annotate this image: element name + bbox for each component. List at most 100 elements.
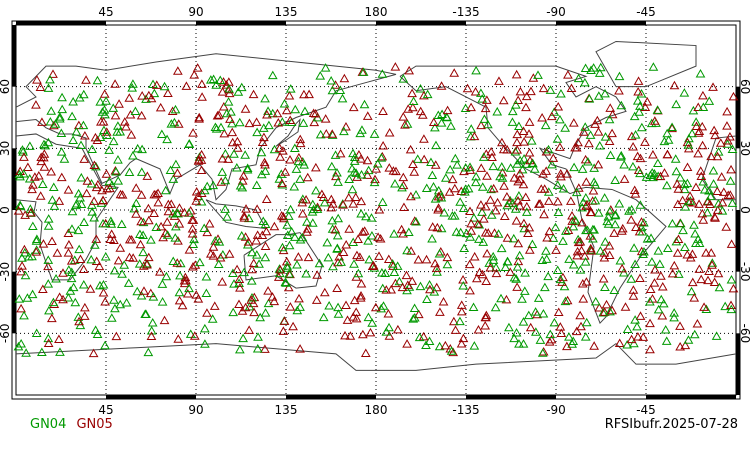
gn04-marker [315, 129, 326, 139]
gn04-marker [295, 302, 305, 311]
gn05-marker [696, 171, 707, 181]
gn04-marker [194, 257, 205, 267]
gn05-marker [279, 316, 290, 325]
gn04-marker [242, 163, 253, 173]
gn04-marker [44, 305, 54, 315]
gn05-marker [481, 276, 492, 286]
gn04-marker [302, 217, 312, 226]
gn05-marker [146, 331, 157, 340]
gn05-marker [480, 103, 491, 113]
gn04-marker [256, 147, 267, 157]
gn05-marker [262, 110, 272, 119]
gn05-marker [609, 228, 620, 237]
gn05-marker [449, 68, 460, 77]
gn05-marker [604, 250, 615, 260]
gn05-marker [698, 215, 709, 224]
gn04-marker [634, 107, 645, 116]
gn05-marker [172, 258, 183, 267]
gn05-marker [447, 174, 458, 184]
gn04-marker [600, 282, 610, 291]
gn04-marker [680, 202, 691, 211]
gn05-marker [149, 208, 159, 218]
gn05-marker [539, 209, 549, 219]
gn05-marker [635, 311, 646, 320]
gn04-marker [86, 254, 97, 264]
border-segment [286, 395, 376, 399]
gn05-marker [555, 168, 566, 178]
gn04-marker [408, 96, 419, 106]
gn05-marker [227, 137, 238, 147]
gn05-marker [217, 277, 228, 286]
gn05-marker [687, 277, 698, 287]
gn05-marker [281, 256, 292, 266]
gn05-marker [448, 347, 459, 357]
gn04-marker [76, 140, 86, 149]
gn05-marker [46, 167, 57, 176]
gn04-marker [411, 190, 421, 199]
gn05-marker [470, 86, 481, 96]
gn05-marker [497, 167, 508, 177]
gn04-marker [131, 198, 142, 208]
lat-label-left: 0 [0, 206, 12, 214]
gn05-marker [135, 239, 146, 249]
gn05-marker [215, 252, 226, 262]
gn05-marker [390, 62, 401, 71]
gn05-marker [575, 310, 586, 320]
gn04-marker [689, 220, 699, 229]
gn05-marker [501, 294, 512, 304]
gn04-marker [280, 277, 291, 287]
gn05-marker [709, 125, 719, 135]
gn05-marker [94, 261, 105, 271]
gn04-marker [174, 287, 185, 297]
gn05-marker [78, 264, 89, 274]
gn04-marker [460, 184, 471, 193]
gn05-marker [649, 278, 660, 287]
gn05-marker [481, 310, 492, 320]
gn05-marker [81, 75, 91, 84]
gn05-marker [381, 285, 392, 294]
gn05-marker [326, 194, 337, 204]
gn05-marker [456, 300, 467, 309]
gn05-marker [191, 290, 202, 299]
gn05-marker [417, 110, 428, 119]
gn05-marker [277, 178, 287, 188]
gn05-marker [709, 277, 720, 286]
gn04-marker [543, 187, 554, 196]
gn05-marker [340, 330, 350, 340]
gn05-marker [662, 149, 673, 159]
gn04-marker [369, 177, 380, 187]
lat-label-right: -30 [738, 262, 750, 282]
gn04-marker [552, 265, 563, 274]
gn05-marker [299, 89, 309, 99]
gn04-marker [170, 221, 181, 231]
gn05-marker [384, 163, 395, 172]
gn04-marker [455, 227, 466, 237]
gn04-marker [363, 165, 374, 175]
gn05-marker [436, 81, 447, 90]
gn04-marker [124, 167, 135, 177]
gn04-marker [477, 207, 487, 216]
gn04-marker [521, 207, 532, 216]
gn05-marker [43, 338, 54, 348]
gn04-marker [189, 234, 199, 244]
gn04-marker [488, 251, 499, 261]
coastline-eurasia [15, 53, 397, 201]
gn04-marker [27, 289, 38, 299]
gn05-marker [110, 79, 120, 88]
gn05-marker [400, 120, 410, 129]
gn05-marker [556, 328, 567, 338]
gn04-marker [159, 81, 170, 91]
gn04-marker [43, 279, 54, 288]
gn05-marker [710, 213, 720, 222]
gn04-marker [136, 291, 147, 300]
gn04-marker [421, 183, 432, 192]
gn05-marker [187, 228, 198, 238]
gn04-marker [48, 297, 59, 307]
gn04-marker [605, 150, 616, 159]
gn05-marker [320, 114, 331, 123]
border-segment [376, 21, 466, 25]
gn05-marker [694, 126, 705, 135]
gn05-marker [373, 232, 383, 241]
gn04-marker [446, 346, 457, 355]
gn05-marker [672, 248, 683, 257]
